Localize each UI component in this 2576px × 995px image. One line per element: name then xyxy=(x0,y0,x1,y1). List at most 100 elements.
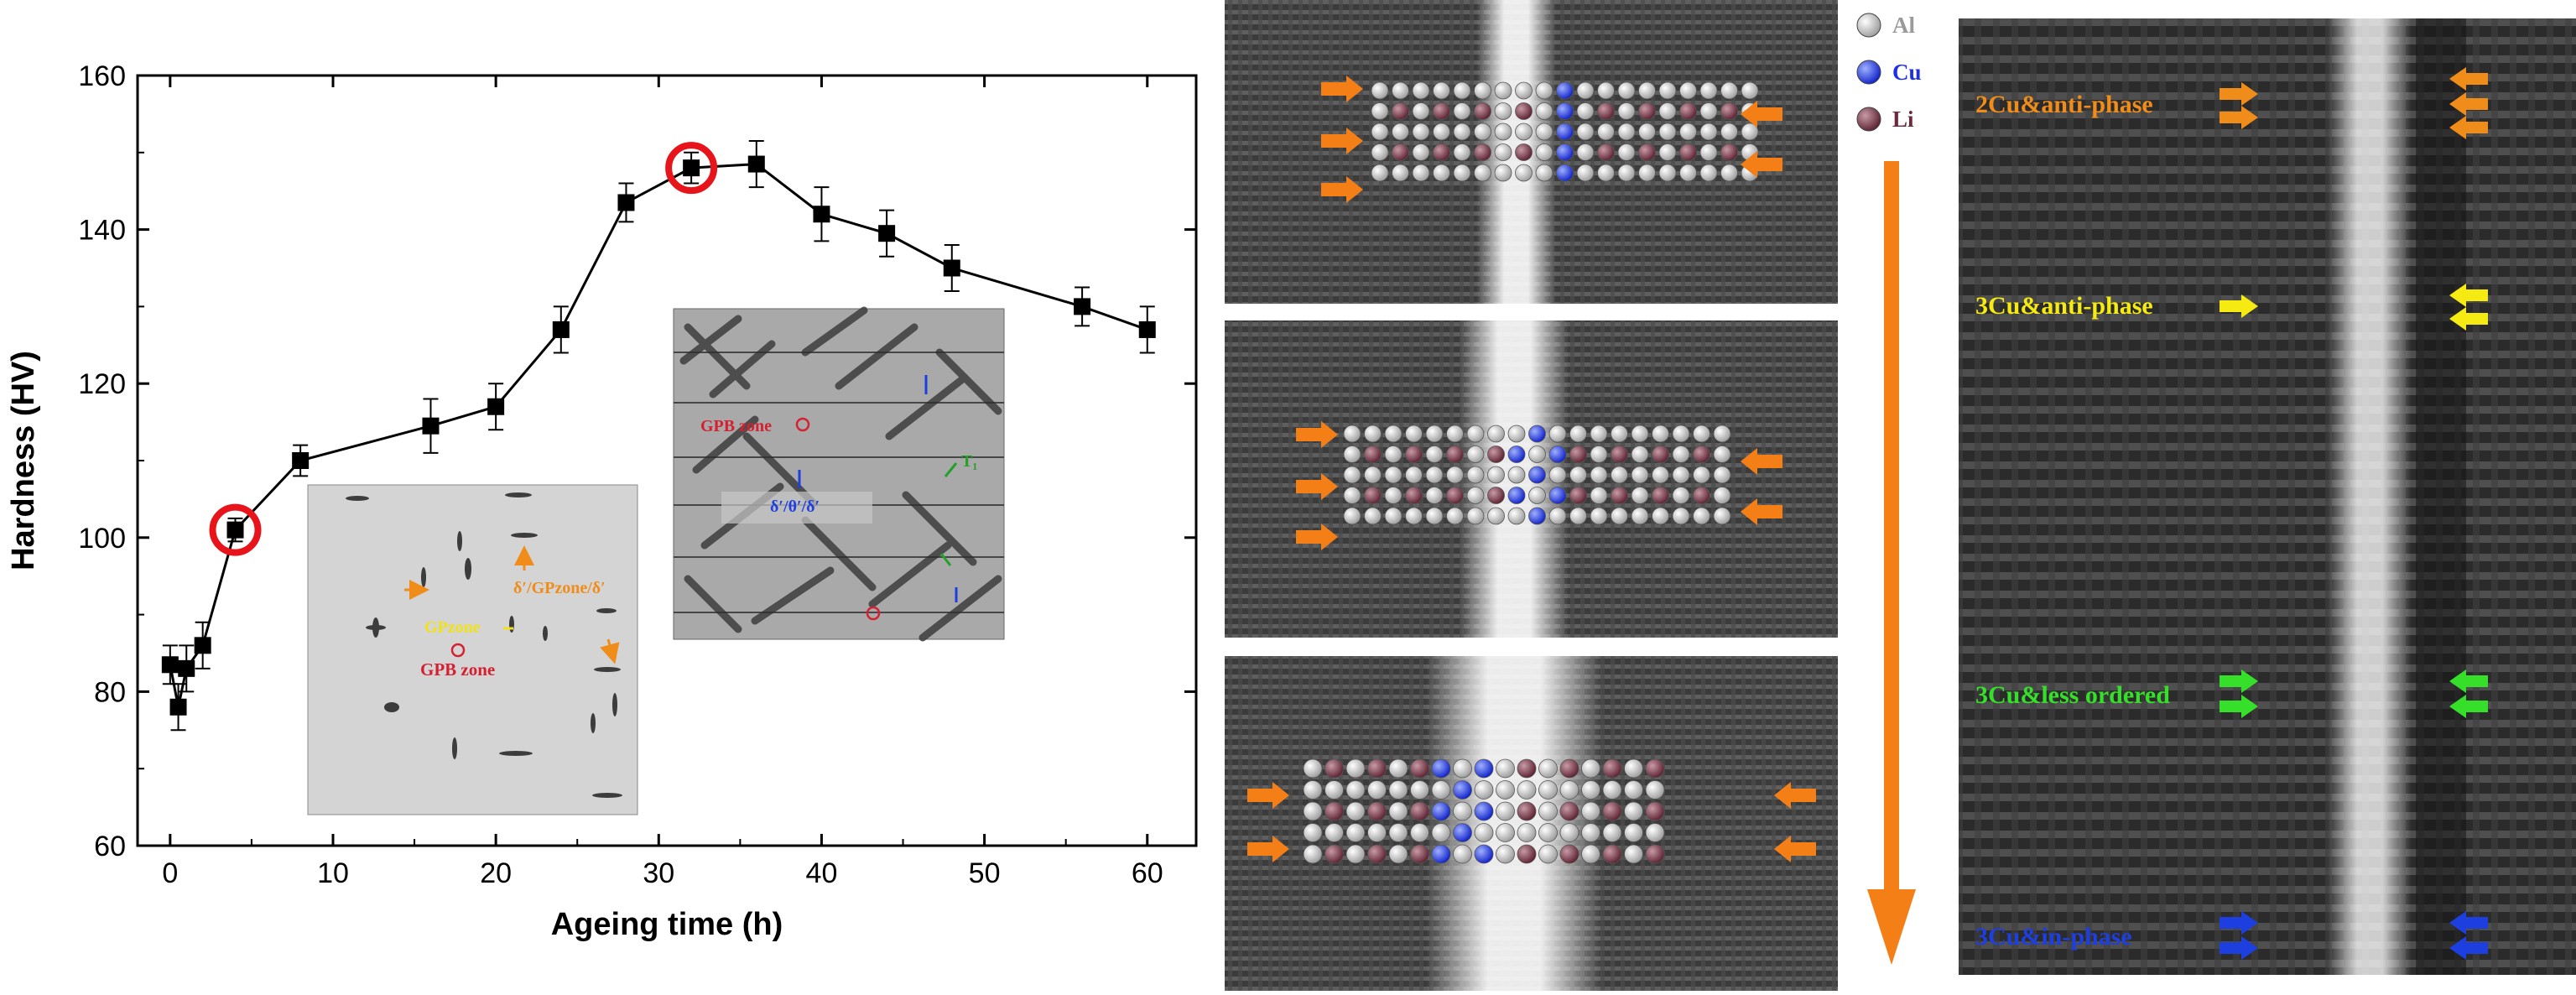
atom xyxy=(1474,844,1494,864)
atom xyxy=(1624,844,1643,864)
atom xyxy=(1433,122,1450,141)
atom-model-3 xyxy=(1303,758,1665,864)
atom xyxy=(1487,445,1505,463)
atom xyxy=(1410,823,1429,842)
atom xyxy=(1453,81,1471,100)
atom xyxy=(1364,487,1382,504)
atom xyxy=(1487,466,1505,484)
atom xyxy=(1517,780,1537,800)
atom xyxy=(1466,425,1485,443)
atom xyxy=(1474,122,1491,141)
atom xyxy=(1453,823,1472,842)
atom xyxy=(1392,102,1409,120)
atom xyxy=(1528,425,1546,443)
atom xyxy=(1535,81,1553,100)
atom xyxy=(1494,102,1512,120)
phase-arrow xyxy=(2220,106,2258,129)
data-point xyxy=(422,417,440,435)
atom xyxy=(1446,445,1464,463)
atom xyxy=(1431,780,1451,800)
atom xyxy=(1679,102,1697,120)
atom xyxy=(1345,758,1366,779)
atom xyxy=(1581,801,1600,821)
atom xyxy=(1507,466,1526,484)
atom xyxy=(1576,164,1595,182)
phase-label: 2Cu&anti-phase xyxy=(1975,91,2153,118)
atom xyxy=(1410,780,1429,800)
inset-left-gpzone-label: GPzone xyxy=(424,618,481,637)
atom xyxy=(1741,122,1759,141)
atom xyxy=(1590,445,1608,463)
orange-arrow xyxy=(1296,473,1338,500)
atom xyxy=(1652,466,1669,484)
orange-arrow xyxy=(1296,421,1338,448)
atom xyxy=(1388,780,1408,800)
atom xyxy=(1345,780,1366,800)
atom xyxy=(1559,801,1579,821)
x-tick-label: 50 xyxy=(969,857,1001,889)
inset-right-t1-label: T₁ xyxy=(961,452,977,471)
data-point xyxy=(169,698,187,716)
atom xyxy=(1713,487,1731,504)
atom xyxy=(1652,487,1669,504)
orange-arrow xyxy=(1741,151,1782,178)
inset-tem-right: GPB zone δ′/θ′/δ′ T₁ xyxy=(673,306,1005,642)
atom xyxy=(1597,102,1615,120)
atom xyxy=(1713,425,1731,443)
atom xyxy=(1517,801,1537,821)
atom xyxy=(1324,780,1344,800)
atom xyxy=(1324,823,1344,842)
atom xyxy=(1569,425,1587,443)
atom xyxy=(1679,164,1697,182)
atom xyxy=(1371,143,1389,161)
atom xyxy=(1405,466,1423,484)
atom xyxy=(1487,507,1505,525)
atom xyxy=(1474,81,1491,100)
atom xyxy=(1384,466,1402,484)
phase-arrow xyxy=(2220,294,2258,318)
x-axis-label: Ageing time (h) xyxy=(551,907,783,942)
atom xyxy=(1713,507,1731,525)
data-point xyxy=(683,159,700,177)
atom xyxy=(1446,487,1464,504)
atom xyxy=(1494,143,1512,161)
inset-left-gpb-marker xyxy=(450,643,466,658)
atom xyxy=(1658,81,1677,100)
atom xyxy=(1494,122,1512,141)
phase-arrow xyxy=(2449,307,2488,331)
atom xyxy=(1713,445,1731,463)
phase-arrow xyxy=(2449,911,2488,935)
legend-label-cu: Cu xyxy=(1892,60,1922,85)
atom xyxy=(1672,487,1690,504)
atom xyxy=(1453,102,1471,120)
phase-arrow xyxy=(2220,82,2258,106)
atom-model-2 xyxy=(1343,425,1731,525)
y-tick-label: 120 xyxy=(78,368,126,400)
atom xyxy=(1693,507,1710,525)
orange-arrow xyxy=(1321,76,1363,102)
atom xyxy=(1496,823,1515,842)
atom xyxy=(1538,801,1558,821)
atom xyxy=(1556,122,1574,141)
atom xyxy=(1652,507,1669,525)
orange-arrow xyxy=(1741,498,1782,525)
atom xyxy=(1364,507,1382,525)
phase-label: 3Cu&anti-phase xyxy=(1975,292,2153,320)
orange-arrow xyxy=(1321,176,1363,203)
atom xyxy=(1515,122,1533,141)
legend-label-li: Li xyxy=(1892,107,1914,132)
atom xyxy=(1466,445,1485,463)
atom xyxy=(1466,487,1485,504)
atom xyxy=(1446,466,1464,484)
atom-model-1 xyxy=(1371,81,1759,182)
atom xyxy=(1631,445,1649,463)
y-tick-label: 80 xyxy=(94,676,126,708)
atom xyxy=(1652,445,1669,463)
phase-arrow xyxy=(2220,911,2258,935)
atom xyxy=(1431,844,1451,864)
atom xyxy=(1453,801,1472,821)
atom xyxy=(1412,143,1430,161)
atom xyxy=(1496,780,1515,800)
atom xyxy=(1433,164,1450,182)
atom xyxy=(1720,102,1738,120)
